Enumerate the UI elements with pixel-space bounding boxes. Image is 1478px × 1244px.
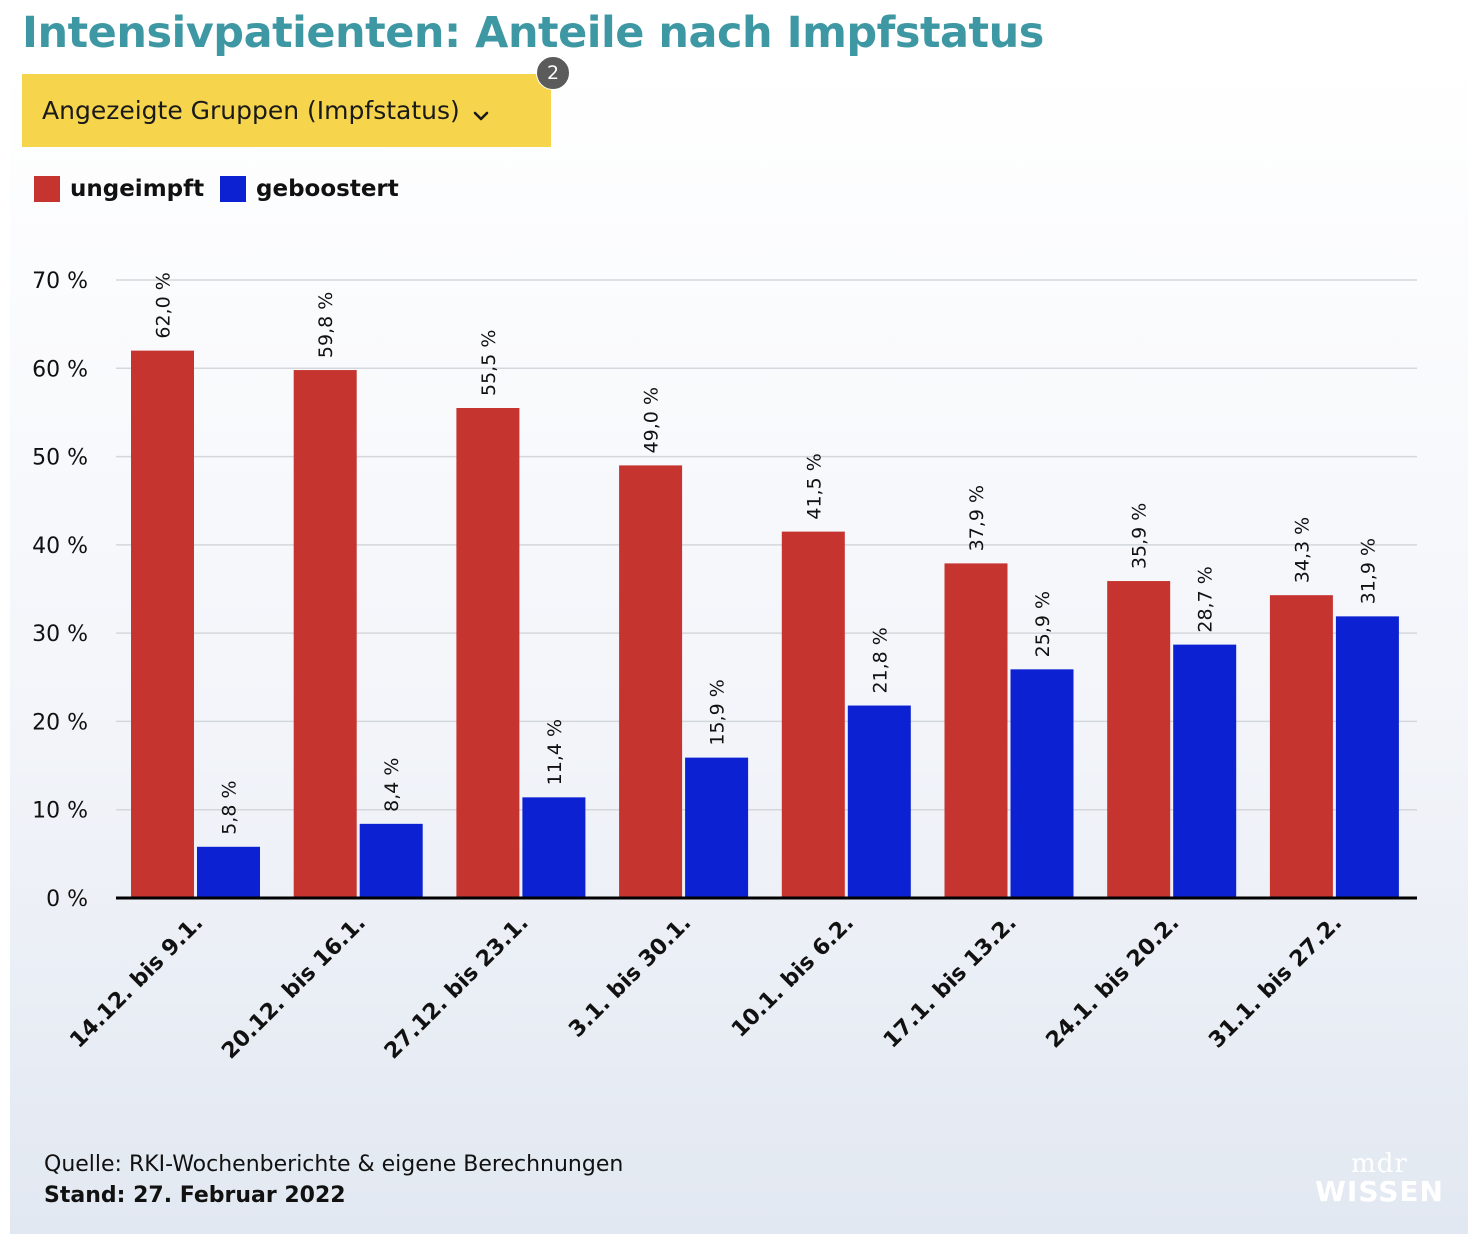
value-label-geboostert: 25,9 % xyxy=(1032,591,1054,657)
bar-ungeimpft xyxy=(1269,595,1333,898)
y-tick-label: 50 % xyxy=(32,446,88,471)
bar-ungeimpft xyxy=(781,531,845,898)
bar-geboostert xyxy=(1173,644,1237,898)
x-tick-label: 24.1. bis 20.2. xyxy=(1042,911,1185,1054)
bar-geboostert xyxy=(197,846,260,898)
value-label-ungeimpft: 35,9 % xyxy=(1129,503,1151,569)
x-tick-label: 14.12. bis 9.1. xyxy=(65,911,208,1054)
logo-mdr-text: mdr xyxy=(1351,1149,1408,1179)
bar-ungeimpft xyxy=(131,350,194,899)
group-selector-label: Angezeigte Gruppen (Impfstatus) xyxy=(42,96,460,125)
bar-ungeimpft xyxy=(1107,581,1171,898)
bar-geboostert xyxy=(1010,669,1074,898)
bar-geboostert xyxy=(522,797,586,898)
bar-ungeimpft xyxy=(944,563,1008,898)
selected-count-badge: 2 xyxy=(536,56,570,90)
y-tick-label: 20 % xyxy=(32,710,88,735)
y-tick-label: 60 % xyxy=(32,357,88,382)
x-tick-label: 20.12. bis 16.1. xyxy=(217,911,371,1065)
value-label-ungeimpft: 37,9 % xyxy=(966,485,988,551)
mdr-wissen-logo: mdr WISSEN xyxy=(1312,1149,1447,1208)
x-tick-label: 3.1. bis 30.1. xyxy=(564,911,696,1043)
logo-wissen-text: WISSEN xyxy=(1315,1175,1444,1208)
value-label-ungeimpft: 49,0 % xyxy=(641,387,663,453)
value-label-ungeimpft: 59,8 % xyxy=(315,292,337,358)
x-tick-label: 17.1. bis 13.2. xyxy=(879,911,1022,1054)
x-tick-label: 27.12. bis 23.1. xyxy=(380,911,534,1065)
bar-geboostert xyxy=(847,705,911,898)
value-label-geboostert: 11,4 % xyxy=(544,719,566,785)
value-label-geboostert: 21,8 % xyxy=(869,627,891,693)
value-label-geboostert: 5,8 % xyxy=(219,780,241,834)
y-tick-label: 0 % xyxy=(46,887,88,912)
value-label-geboostert: 31,9 % xyxy=(1357,538,1379,604)
value-label-ungeimpft: 55,5 % xyxy=(478,330,500,396)
bar-ungeimpft xyxy=(293,370,357,899)
page-title: Intensivpatienten: Anteile nach Impfstat… xyxy=(22,8,1044,58)
value-label-geboostert: 28,7 % xyxy=(1195,566,1217,632)
x-tick-label: 10.1. bis 6.2. xyxy=(727,911,859,1043)
bar-geboostert xyxy=(1335,616,1399,898)
value-label-ungeimpft: 34,3 % xyxy=(1291,517,1313,583)
legend-label-ungeimpft: ungeimpft xyxy=(70,176,205,202)
x-tick-label: 31.1. bis 27.2. xyxy=(1204,911,1347,1054)
source-note: Quelle: RKI-Wochenberichte & eigene Bere… xyxy=(44,1152,624,1177)
y-tick-label: 30 % xyxy=(32,622,88,647)
bar-geboostert xyxy=(359,823,423,898)
value-label-geboostert: 8,4 % xyxy=(381,758,403,812)
y-tick-label: 40 % xyxy=(32,534,88,559)
group-selector-button[interactable]: Angezeigte Gruppen (Impfstatus) xyxy=(22,74,551,147)
bar-ungeimpft xyxy=(456,408,520,898)
value-label-geboostert: 15,9 % xyxy=(707,679,729,745)
chevron-down-icon xyxy=(472,102,490,120)
bar-geboostert xyxy=(685,757,749,898)
value-label-ungeimpft: 62,0 % xyxy=(153,272,175,338)
legend-swatch-geboostert xyxy=(220,176,246,202)
y-tick-label: 10 % xyxy=(32,799,88,824)
y-tick-label: 70 % xyxy=(32,269,88,294)
legend-item-geboostert[interactable]: geboostert xyxy=(220,176,399,202)
legend-swatch-ungeimpft xyxy=(34,176,60,202)
legend-label-geboostert: geboostert xyxy=(256,176,399,202)
value-label-ungeimpft: 41,5 % xyxy=(803,453,825,519)
date-note: Stand: 27. Februar 2022 xyxy=(44,1183,346,1208)
legend-item-ungeimpft[interactable]: ungeimpft xyxy=(34,176,204,202)
bar-ungeimpft xyxy=(619,465,683,898)
